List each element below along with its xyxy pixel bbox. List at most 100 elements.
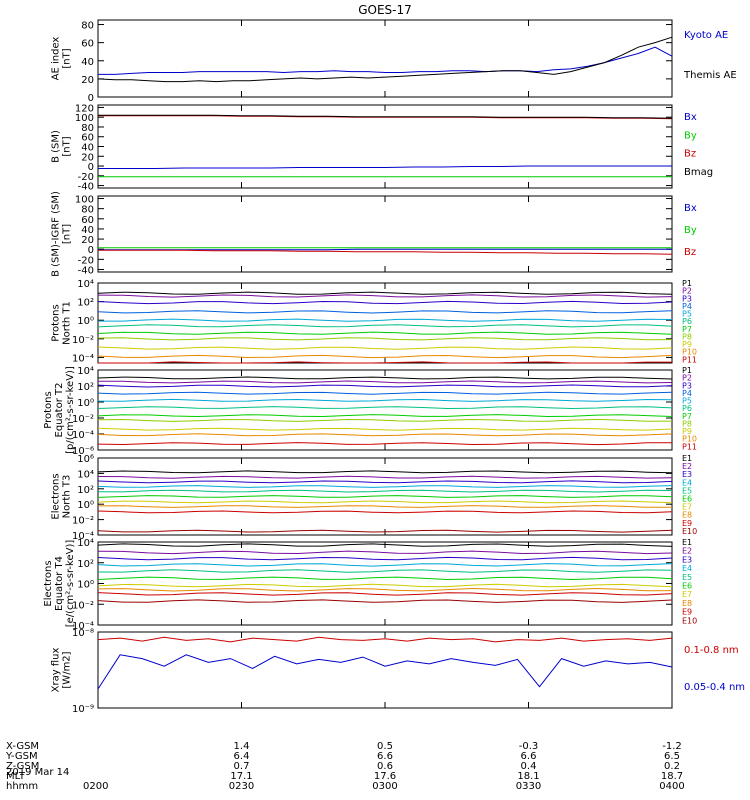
panel-8: 10⁻⁹ 10⁻⁸ Xray flux [W/m2] 0.1-0.8 nm 0.05-0.… bbox=[51, 628, 746, 715]
legend-E3: E3 bbox=[682, 470, 692, 479]
legend-E4: E4 bbox=[682, 564, 692, 573]
y-tick-label: -20 bbox=[78, 172, 94, 183]
orbit-time: 0230 bbox=[229, 781, 254, 792]
y-tick-label: 80 bbox=[81, 123, 94, 134]
y-axis-label: [nT] bbox=[62, 136, 73, 156]
series-line-E7 bbox=[97, 500, 673, 504]
orbit-row-label: X-GSM bbox=[6, 741, 39, 752]
orbit-time: 0300 bbox=[372, 781, 397, 792]
legend-P10: P10 bbox=[682, 348, 697, 357]
y-tick-label: 10⁻⁴ bbox=[72, 531, 94, 542]
y-tick-label: 10⁻⁴ bbox=[72, 430, 94, 441]
y-tick-label: 20 bbox=[81, 235, 94, 246]
series-line-P1 bbox=[97, 376, 673, 380]
series-line-P8 bbox=[97, 337, 673, 341]
series-line-P8 bbox=[97, 418, 673, 422]
legend-E7: E7 bbox=[682, 503, 692, 512]
y-axis-label: North T3 bbox=[62, 475, 73, 519]
series-line-Themis AE bbox=[97, 36, 673, 83]
legend-E5: E5 bbox=[682, 573, 692, 582]
legend-P1: P1 bbox=[682, 366, 692, 375]
legend-E4: E4 bbox=[682, 478, 692, 487]
y-tick-label: 10⁴ bbox=[77, 469, 94, 480]
legend-E8: E8 bbox=[682, 511, 692, 520]
series-line-E9 bbox=[97, 510, 673, 514]
legend-P10: P10 bbox=[682, 435, 697, 444]
y-axis-label: Equator T2 bbox=[54, 383, 65, 438]
legend-E1: E1 bbox=[682, 454, 692, 463]
y-axis-label: [W/m2] bbox=[62, 651, 73, 688]
y-tick-label: 0 bbox=[88, 162, 94, 173]
series-line-P5 bbox=[98, 318, 673, 322]
y-tick-label: 10⁰ bbox=[77, 580, 94, 591]
plot-title: GOES-17 bbox=[358, 3, 412, 17]
y-axis-label: [e/(cm²-s-sr-keV)] bbox=[65, 540, 76, 628]
y-tick-label: 20 bbox=[81, 75, 94, 86]
legend-P2: P2 bbox=[682, 374, 692, 383]
legend-P8: P8 bbox=[682, 332, 692, 341]
legend-E9: E9 bbox=[682, 608, 692, 617]
orbit-value: 18.7 bbox=[661, 771, 683, 782]
series-line-E5 bbox=[97, 489, 673, 493]
y-axis-label: [nT] bbox=[62, 48, 73, 68]
legend-P11: P11 bbox=[682, 355, 697, 364]
legend-P6: P6 bbox=[682, 317, 692, 326]
series-line-E2 bbox=[97, 550, 673, 555]
y-tick-label: 10⁰ bbox=[77, 316, 94, 327]
legend-Bz: Bz bbox=[684, 247, 696, 258]
y-tick-label: 100 bbox=[75, 113, 94, 124]
orbit-value: 6.4 bbox=[234, 751, 250, 762]
y-tick-label: 10⁴ bbox=[77, 366, 94, 377]
y-tick-label: 40 bbox=[81, 225, 94, 236]
legend-By: By bbox=[684, 225, 697, 236]
legend-E9: E9 bbox=[682, 519, 692, 528]
series-line-E3 bbox=[97, 480, 673, 484]
orbit-value: 6.6 bbox=[377, 751, 393, 762]
orbit-value: 0.4 bbox=[521, 761, 537, 772]
legend-Bx: Bx bbox=[684, 112, 697, 123]
y-axis-label: Electrons bbox=[51, 473, 62, 519]
series-line-P10 bbox=[97, 433, 673, 437]
y-axis-label: [nT] bbox=[62, 224, 73, 244]
y-tick-label: 10⁰ bbox=[77, 398, 94, 409]
legend-0.1-0.8 nm: 0.1-0.8 nm bbox=[684, 645, 739, 656]
y-tick-label: 100 bbox=[75, 195, 94, 206]
legend-P7: P7 bbox=[682, 325, 692, 334]
orbit-value: 0.7 bbox=[234, 761, 250, 772]
series-line-P9 bbox=[97, 427, 673, 431]
orbit-value: -1.2 bbox=[662, 741, 682, 752]
y-axis-label: North T1 bbox=[62, 301, 73, 345]
y-tick-label: 60 bbox=[81, 133, 94, 144]
legend-P3: P3 bbox=[682, 381, 692, 390]
panel-4: 10⁻⁴ 10⁻² 10⁰ 10² 10⁴ Protons North T1 P1P2P3P4… bbox=[51, 279, 698, 364]
series-line-Bx bbox=[98, 248, 672, 251]
legend-E2: E2 bbox=[682, 547, 692, 556]
date-label: 2019 Mar 14 bbox=[6, 767, 69, 778]
series-line-P4 bbox=[97, 391, 673, 395]
legend-E6: E6 bbox=[682, 495, 692, 504]
legend-E10: E10 bbox=[682, 616, 697, 625]
series-line-P4 bbox=[97, 310, 673, 314]
legend-E1: E1 bbox=[682, 538, 692, 547]
series-line-P5 bbox=[97, 398, 673, 402]
legend-P11: P11 bbox=[682, 442, 697, 451]
y-tick-label: 10² bbox=[77, 382, 94, 393]
series-line-E8 bbox=[97, 587, 673, 592]
series-line-P7 bbox=[97, 331, 673, 335]
series-line-P7 bbox=[97, 414, 673, 418]
y-tick-label: 10⁶ bbox=[77, 454, 94, 465]
series-line-E1 bbox=[97, 470, 673, 474]
series-line-0.1-0.8 nm bbox=[97, 636, 673, 643]
series-line-P3 bbox=[97, 384, 673, 388]
orbit-value: 0.5 bbox=[377, 741, 393, 752]
series-line-P11 bbox=[98, 361, 672, 364]
orbit-time: 0400 bbox=[659, 781, 684, 792]
y-tick-label: -20 bbox=[78, 255, 94, 266]
legend-P5: P5 bbox=[682, 397, 692, 406]
orbit-value: 0.2 bbox=[664, 761, 680, 772]
series-line-P11 bbox=[97, 442, 672, 446]
orbit-value: 6.6 bbox=[521, 751, 537, 762]
